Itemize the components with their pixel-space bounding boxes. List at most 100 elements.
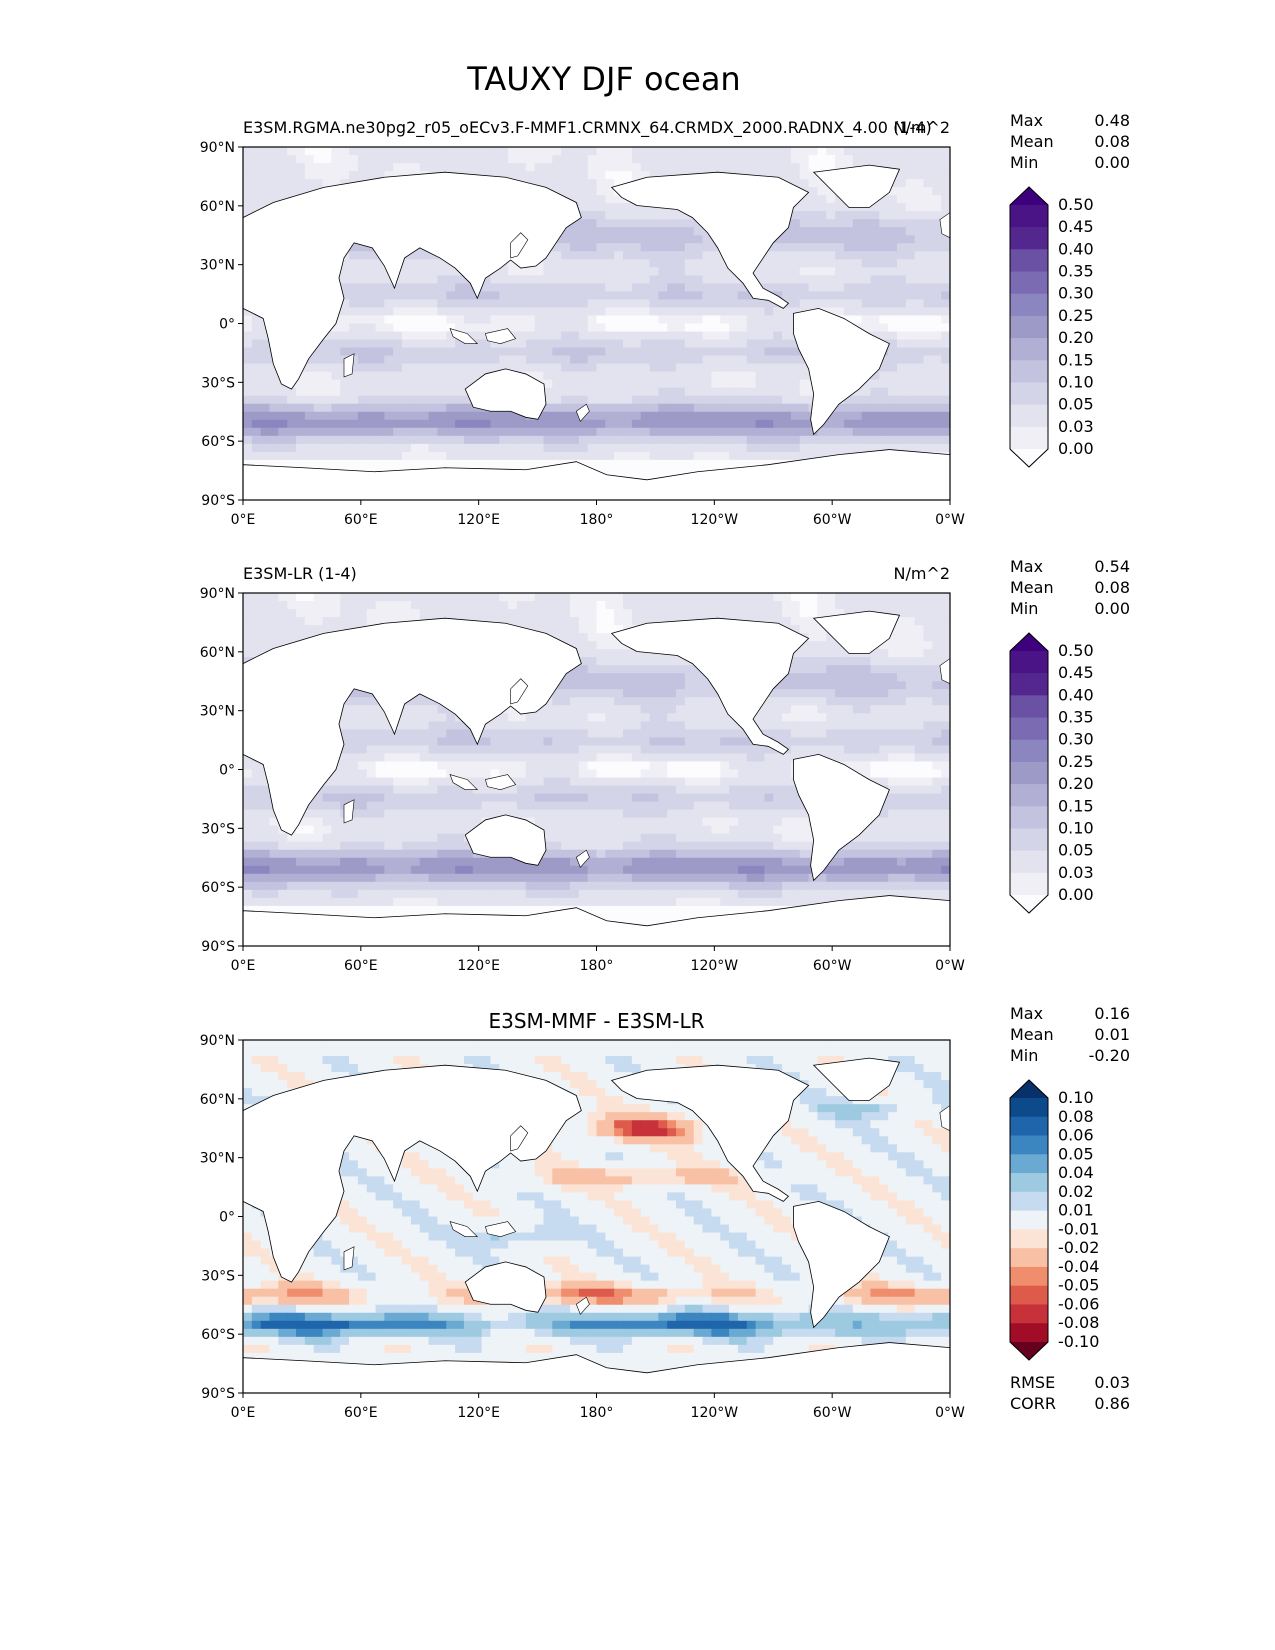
x-tick-label: 60°W: [813, 512, 852, 528]
panel-test: 90°N 60°N 30°N 0° 30°S 60°S 90°S 0°E 60°E 120°E 18…: [200, 111, 1130, 528]
y-tick-label: 30°N: [200, 1151, 235, 1167]
colorbar-tick-label: 0.04: [1058, 1163, 1094, 1182]
colorbar-segment: [1010, 784, 1048, 807]
y-tick-label: 60°N: [200, 645, 235, 661]
colorbar-tick-label: -0.06: [1058, 1294, 1099, 1313]
panel-reference: 90°N 60°N 30°N 0° 30°S 60°S 90°S 0°E 60°E 120°E 18…: [200, 557, 1130, 974]
colorbar-segment: [1010, 338, 1048, 361]
y-tick-label: 30°N: [200, 704, 235, 720]
colorbar-segment: [1010, 761, 1048, 785]
panel-units: N/m^2: [893, 118, 950, 137]
colorbar-tick-label: 0.45: [1058, 217, 1094, 236]
colorbar-tick-label: -0.08: [1058, 1313, 1099, 1332]
colorbar-tick-label: -0.04: [1058, 1257, 1099, 1276]
y-tick-label: 30°S: [201, 1268, 235, 1284]
stat-label: Mean: [1010, 132, 1054, 151]
y-tick-label: 30°N: [200, 258, 235, 274]
y-tick-label: 90°S: [201, 939, 235, 955]
y-tick-label: 30°S: [201, 821, 235, 837]
stat-label: Mean: [1010, 578, 1054, 597]
x-tick-label: 0°W: [935, 958, 965, 974]
colorbar-segment: [1010, 271, 1048, 295]
colorbar-tick-label: 0.10: [1058, 818, 1094, 837]
stat-value: 0.54: [1094, 557, 1130, 576]
y-tick-label: 90°N: [200, 586, 235, 602]
panel-difference: 90°N 60°N 30°N 0° 30°S 60°S 90°S 0°E 60°E 120°E 18…: [200, 1004, 1130, 1421]
stat-value: 0.08: [1094, 132, 1130, 151]
colorbar-segment: [1010, 850, 1048, 874]
colorbar-tick-label: 0.00: [1058, 885, 1094, 904]
x-tick-label: 60°E: [344, 1405, 378, 1421]
colorbar-segment: [1010, 739, 1048, 763]
colorbar-extend-max: [1010, 187, 1048, 205]
stat-value: 0.01: [1094, 1025, 1130, 1044]
stat-value: 0.00: [1094, 599, 1130, 618]
x-tick-label: 60°W: [813, 958, 852, 974]
colorbar-segment: [1010, 1116, 1048, 1137]
x-tick-label: 0°E: [231, 958, 256, 974]
x-tick-label: 120°W: [691, 1405, 739, 1421]
panel-units: N/m^2: [893, 564, 950, 583]
colorbar-tick-label: 0.01: [1058, 1201, 1094, 1220]
colorbar-tick-label: 0.06: [1058, 1126, 1094, 1145]
colorbar-tick-label: 0.50: [1058, 195, 1094, 214]
colorbar-segment: [1010, 1135, 1048, 1155]
colorbar-segment: [1010, 293, 1048, 317]
extra-stat-label: CORR: [1010, 1394, 1056, 1413]
y-tick-label: 60°N: [200, 199, 235, 215]
stat-value: -0.20: [1089, 1046, 1130, 1065]
colorbar-segment: [1010, 872, 1048, 896]
x-tick-label: 180°: [580, 512, 614, 528]
y-tick-label: 0°: [219, 1210, 235, 1226]
extra-stat-label: RMSE: [1010, 1373, 1055, 1392]
x-tick-label: 180°: [580, 1405, 614, 1421]
stat-value: 0.48: [1094, 111, 1130, 130]
colorbar-tick-label: 0.30: [1058, 730, 1094, 749]
colorbar-tick-label: 0.45: [1058, 663, 1094, 682]
colorbar-tick-label: 0.03: [1058, 417, 1094, 436]
colorbar-extend-min: [1010, 449, 1048, 467]
colorbar-segment: [1010, 382, 1048, 406]
colorbar-tick-label: 0.20: [1058, 328, 1094, 347]
colorbar: 0.50 0.45 0.40 0.35 0.30 0.25 0.20 0.15 0.10 0.05…: [1009, 632, 1094, 914]
colorbar-segment: [1010, 1248, 1048, 1268]
figure-title: TAUXY DJF ocean: [466, 60, 740, 98]
colorbar-segment: [1010, 1304, 1048, 1324]
colorbar-segment: [1010, 651, 1048, 674]
extra-stat-value: 0.86: [1094, 1394, 1130, 1413]
stat-value: 0.08: [1094, 578, 1130, 597]
colorbar-segment: [1010, 828, 1048, 852]
panel-title-left: E3SM.RGMA.ne30pg2_r05_oECv3.F-MMF1.CRMNX…: [243, 118, 932, 138]
colorbar-outline: [1009, 632, 1049, 914]
colorbar-tick-label: 0.35: [1058, 262, 1094, 281]
y-tick-label: 0°: [219, 763, 235, 779]
colorbar-extend-min: [1010, 895, 1048, 913]
stat-label: Max: [1010, 111, 1043, 130]
stat-label: Min: [1010, 599, 1038, 618]
map-field: [243, 147, 950, 500]
y-tick-label: 60°S: [201, 880, 235, 896]
colorbar-tick-label: 0.10: [1058, 1088, 1094, 1107]
colorbar-extend-min: [1010, 1342, 1048, 1360]
map-field: [243, 593, 950, 946]
colorbar-tick-label: 0.05: [1058, 1144, 1094, 1163]
stat-label: Min: [1010, 153, 1038, 172]
x-tick-label: 0°W: [935, 512, 965, 528]
stat-value: 0.16: [1094, 1004, 1130, 1023]
x-tick-label: 60°E: [344, 512, 378, 528]
y-tick-label: 0°: [219, 317, 235, 333]
colorbar-segment: [1010, 1229, 1048, 1249]
x-tick-label: 180°: [580, 958, 614, 974]
stat-label: Max: [1010, 557, 1043, 576]
colorbar-segment: [1010, 249, 1048, 273]
x-tick-label: 120°E: [457, 1405, 500, 1421]
colorbar-segment: [1010, 673, 1048, 696]
colorbar-extend-max: [1010, 633, 1048, 651]
x-tick-label: 120°E: [457, 958, 500, 974]
colorbar-segment: [1010, 404, 1048, 428]
colorbar-tick-label: -0.10: [1058, 1332, 1099, 1351]
x-tick-label: 0°E: [231, 512, 256, 528]
colorbar-tick-label: 0.20: [1058, 774, 1094, 793]
colorbar-segment: [1010, 1098, 1048, 1118]
colorbar-segment: [1010, 315, 1048, 339]
